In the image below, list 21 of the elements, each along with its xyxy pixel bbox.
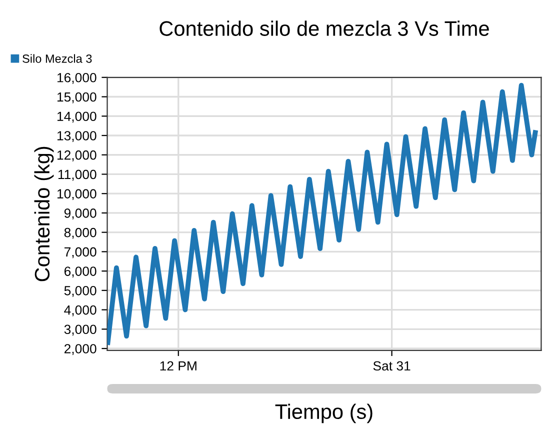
x-tick-label: 12 PM — [160, 361, 196, 370]
y-tick-label: 10,000 — [57, 189, 96, 200]
y-tick-label: 14,000 — [57, 112, 96, 123]
y-tick-label: 2,000 — [64, 344, 96, 355]
y-tick-label: 11,000 — [58, 170, 96, 181]
y-tick-label: 5,000 — [64, 286, 96, 297]
chart-title: Contenido silo de mezcla 3 Vs Time — [160, 20, 489, 36]
y-tick-label: 3,000 — [64, 324, 96, 336]
y-axis-title: Contenido (kg) — [34, 146, 54, 282]
y-tick-label: 16,000 — [57, 72, 96, 84]
y-tick-label: 13,000 — [57, 131, 96, 142]
y-tick-label: 4,000 — [64, 305, 96, 316]
y-tick-label: 6,000 — [64, 266, 96, 278]
x-axis-title: Tiempo (s) — [275, 404, 372, 424]
y-tick-label: 12,000 — [57, 150, 96, 162]
legend-label: Silo Mezcla 3 — [22, 54, 92, 63]
y-tick-label: 9,000 — [64, 208, 96, 220]
y-tick-label: 15,000 — [57, 92, 96, 104]
y-tick-label: 8,000 — [64, 228, 96, 239]
y-tick-label: 7,000 — [64, 247, 96, 258]
x-tick-label: Sat 31 — [373, 361, 410, 371]
